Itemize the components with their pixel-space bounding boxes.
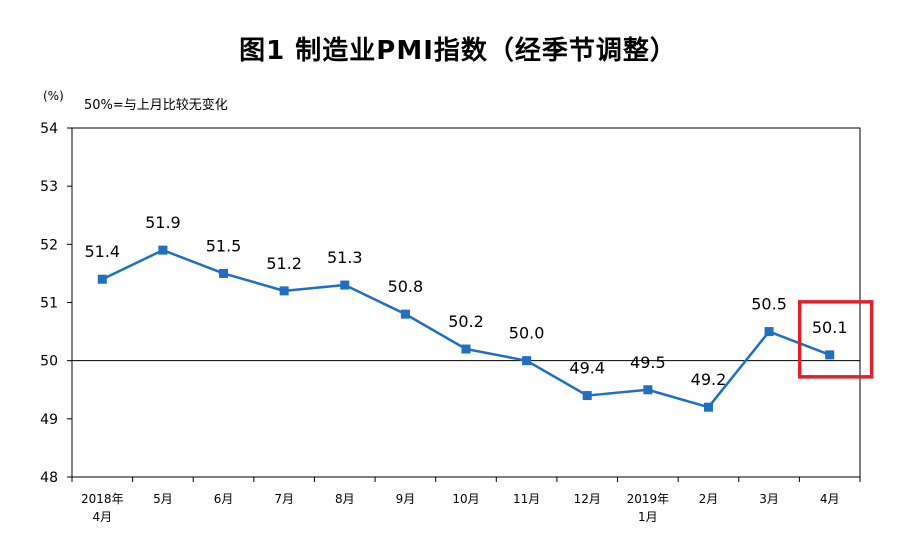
data-point [400,309,410,319]
chart-title: 图1 制造业PMI指数（经季节调整） [239,36,677,66]
data-label: 50.5 [751,295,787,314]
data-label: 50.8 [388,277,424,296]
y-tick-label: 50 [40,354,58,370]
unit-label: (%) [43,89,64,103]
highlight-box [797,300,874,379]
data-point [340,280,350,290]
x-tick-label: 7月 [274,492,294,506]
data-point [158,245,168,255]
x-tick-label: 9月 [396,492,416,506]
y-tick-label: 52 [40,237,58,253]
note-label: 50%=与上月比较无变化 [84,98,228,113]
plot-frame [71,127,861,478]
x-tick-label: 11月 [513,492,540,506]
x-tick-label: 2019年 1月 [627,492,670,524]
y-tick-label: 51 [40,296,58,312]
x-tick-label: 12月 [574,492,601,506]
data-label: 50.1 [812,318,848,337]
x-tick-label: 10月 [452,492,479,506]
data-point [703,402,713,412]
data-label: 50.0 [509,324,545,343]
x-tick-label: 5月 [153,492,173,506]
data-point [522,356,532,366]
y-tick-label: 49 [40,412,58,428]
y-tick-label: 48 [40,470,58,486]
data-label: 51.4 [84,242,120,261]
data-label: 51.5 [206,236,242,255]
data-label: 51.9 [145,213,181,232]
x-tick-label: 2月 [699,492,719,506]
data-label: 50.2 [448,312,484,331]
x-tick-label: 3月 [759,492,779,506]
data-point [582,391,592,401]
x-tick-label: 8月 [335,492,355,506]
x-tick-label: 6月 [214,492,234,506]
data-label: 49.5 [630,353,666,372]
data-point [764,327,774,337]
data-point [219,268,229,278]
data-label: 51.2 [266,254,302,273]
data-point [461,344,471,354]
x-tick-label: 4月 [820,492,840,506]
data-label: 51.3 [327,248,363,267]
data-point [643,385,653,395]
y-tick-label: 53 [40,179,58,195]
data-point [825,350,835,360]
x-tick-label: 2018年 4月 [81,492,124,524]
data-label: 49.2 [691,370,727,389]
data-point [279,286,289,296]
data-label: 49.4 [569,359,605,378]
y-tick-label: 54 [40,121,58,137]
data-point [97,274,107,284]
